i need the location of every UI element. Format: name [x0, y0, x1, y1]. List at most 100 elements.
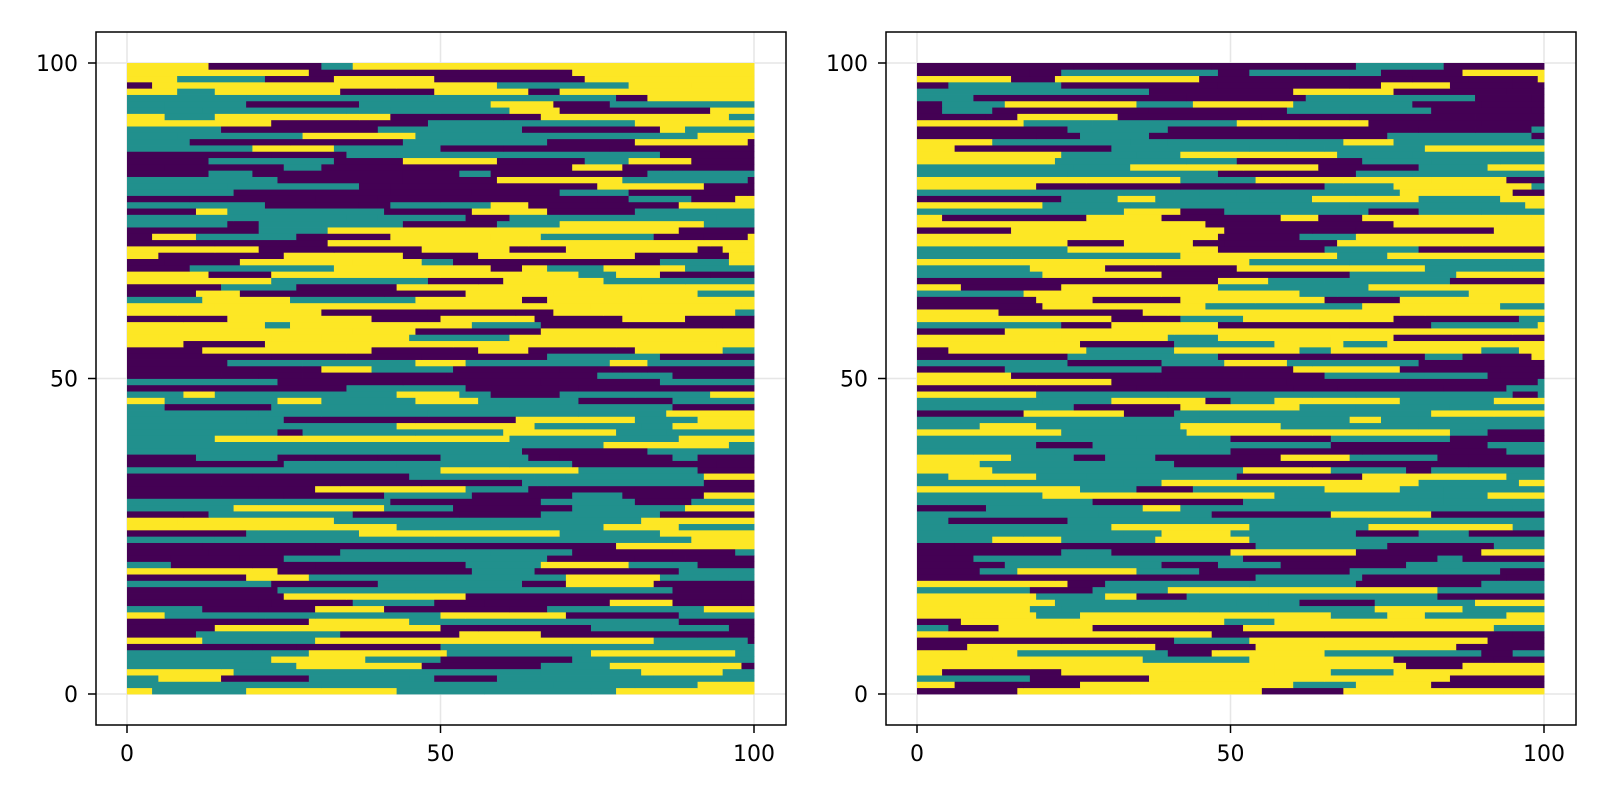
heatmap-cell-run — [1418, 208, 1482, 215]
heatmap-cell-run — [321, 220, 404, 228]
heatmap-cell-run — [1512, 523, 1545, 531]
heatmap-cell-run — [597, 372, 642, 379]
heatmap-cell-run — [628, 290, 698, 297]
heatmap-cell-run — [628, 195, 692, 203]
heatmap-cell-run — [1105, 454, 1156, 461]
heatmap-cell-run — [1481, 100, 1545, 108]
heatmap-cell-run — [1061, 334, 1169, 342]
heatmap-cell-run — [1393, 492, 1445, 499]
heatmap-cell-run — [1199, 567, 1351, 575]
heatmap-cell-run — [534, 473, 567, 480]
heatmap-cell-run — [1199, 410, 1313, 417]
heatmap-cell-run — [1318, 220, 1394, 228]
heatmap-cell-run — [1330, 466, 1407, 474]
heatmap-cell-run — [1312, 195, 1419, 203]
heatmap-cell-run — [722, 365, 755, 373]
heatmap-cell-run — [1036, 593, 1106, 600]
heatmap-cell-run — [321, 309, 429, 316]
heatmap-cell-run — [691, 157, 755, 165]
heatmap-cell-run — [1487, 163, 1545, 171]
heatmap-cell-run — [1431, 681, 1545, 689]
heatmap-cell-run — [321, 334, 410, 342]
heatmap-cell-run — [290, 296, 416, 304]
heatmap-cell-run — [1261, 687, 1344, 695]
heatmap-cell-run — [1155, 454, 1282, 461]
heatmap-cell-run — [565, 245, 698, 253]
heatmap-cell-run — [233, 214, 347, 222]
heatmap-cell-run — [177, 88, 216, 95]
heatmap-cell-run — [227, 359, 303, 367]
heatmap-cell-run — [917, 492, 1043, 499]
heatmap-cell-run — [377, 454, 441, 461]
heatmap-cell-run — [1180, 504, 1338, 512]
heatmap-cell-run — [1192, 100, 1294, 108]
heatmap-cell-run — [1105, 264, 1238, 272]
heatmap-cell-run — [333, 245, 423, 253]
heatmap-cell-run — [127, 441, 228, 449]
heatmap-cell-run — [177, 132, 303, 140]
heatmap-cell-run — [283, 460, 398, 468]
heatmap-cell-run — [127, 283, 222, 291]
heatmap-cell-run — [1142, 504, 1181, 512]
heatmap-cell-run — [1481, 346, 1520, 354]
heatmap-cell-run — [1393, 656, 1495, 663]
heatmap-cell-run — [1111, 315, 1181, 323]
heatmap-cell-run — [1293, 100, 1413, 108]
heatmap-cell-run — [427, 119, 542, 127]
heatmap-cell-run — [214, 239, 329, 247]
heatmap-cell-run — [1180, 182, 1325, 190]
heatmap-cell-run — [390, 498, 542, 506]
heatmap-cell-run — [195, 454, 278, 461]
heatmap-cell-run — [127, 630, 197, 638]
heatmap-cell-run — [1349, 321, 1432, 329]
heatmap-cell-run — [1073, 403, 1181, 411]
heatmap-cell-run — [1211, 630, 1325, 638]
heatmap-cell-run — [1161, 81, 1219, 89]
heatmap-cell-run — [917, 511, 949, 518]
heatmap-cell-run — [1123, 529, 1162, 537]
y-tick-label: 0 — [64, 683, 78, 708]
heatmap-cell-run — [271, 580, 379, 588]
heatmap-cell-run — [609, 662, 742, 670]
heatmap-cell-run — [1349, 201, 1407, 209]
heatmap-cell-run — [1393, 220, 1545, 228]
heatmap-cell-run — [290, 624, 441, 632]
heatmap-cell-run — [440, 624, 479, 632]
heatmap-cell-run — [434, 599, 485, 607]
heatmap-cell-run — [1312, 391, 1357, 398]
heatmap-cell-run — [634, 485, 755, 493]
heatmap-cell-run — [948, 517, 1068, 525]
heatmap-cell-run — [1067, 126, 1169, 133]
heatmap-cell-run — [917, 94, 974, 102]
heatmap-cell-run — [127, 296, 203, 304]
heatmap-cell-run — [1355, 548, 1482, 556]
heatmap-cell-run — [271, 81, 398, 89]
heatmap-cell-run — [1537, 391, 1545, 398]
heatmap-cell-run — [271, 334, 322, 342]
heatmap-cell-run — [948, 473, 1037, 480]
heatmap-cell-run — [584, 422, 642, 430]
y-tick-label: 0 — [854, 683, 868, 708]
heatmap-cell-run — [534, 302, 592, 310]
heatmap-cell-run — [1393, 668, 1539, 676]
heatmap-cell-run — [415, 359, 466, 367]
heatmap-cell-run — [1424, 264, 1514, 272]
heatmap-cell-run — [302, 132, 416, 140]
heatmap-cell-run — [628, 189, 749, 196]
heatmap-cell-run — [917, 416, 962, 424]
heatmap-cell-run — [1029, 189, 1125, 196]
heatmap-cell-run — [127, 586, 278, 594]
heatmap-cell-run — [509, 334, 629, 342]
heatmap-cell-run — [1073, 618, 1225, 625]
heatmap-cell-run — [358, 100, 492, 108]
heatmap-cell-run — [616, 94, 648, 102]
heatmap-cell-run — [127, 681, 247, 689]
heatmap-cell-run — [302, 372, 448, 379]
heatmap-cell-run — [540, 321, 629, 329]
heatmap-cell-run — [1011, 454, 1075, 461]
heatmap-cell-run — [465, 290, 554, 297]
heatmap-cell-run — [402, 378, 542, 386]
heatmap-cell-run — [710, 107, 755, 114]
heatmap-cell-run — [547, 258, 661, 266]
heatmap-cell-run — [572, 492, 623, 499]
